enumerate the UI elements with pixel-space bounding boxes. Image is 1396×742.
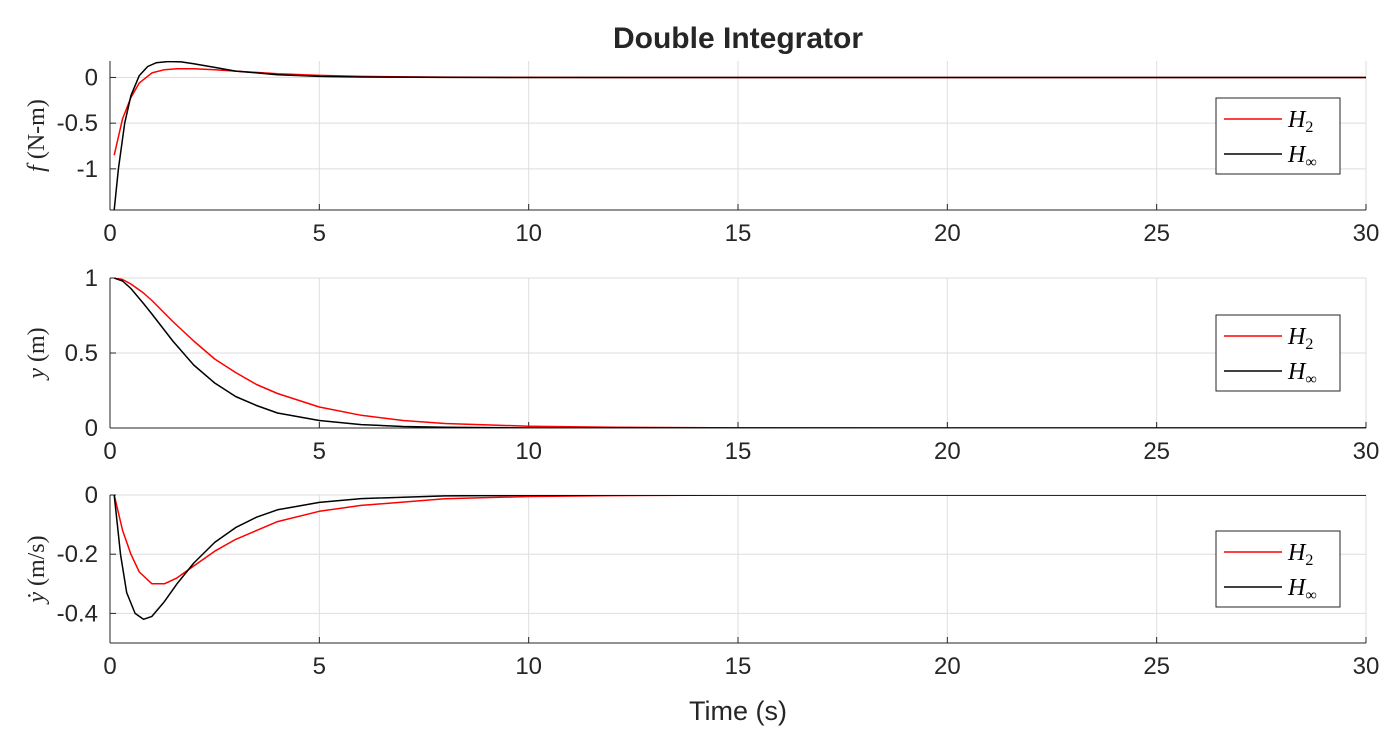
x-tick-label: 30 [1353,438,1380,465]
y-tick-label: 1 [85,265,98,292]
legend-label-subscript: 2 [1305,119,1313,136]
legend-label-base: H [1287,324,1307,350]
x-tick-label: 0 [103,438,116,465]
x-tick-label: 10 [515,438,542,465]
legend: H2H∞ [1215,97,1341,175]
y-tick-label: -1 [77,156,98,183]
x-tick-label: 15 [725,653,752,680]
series-line-hinf [113,278,1366,428]
x-tick-label: 5 [313,653,326,680]
x-tick-label: 20 [934,653,961,680]
legend-label-hinf: H∞ [1287,575,1317,604]
y-tick-label: 0 [85,64,98,91]
y-axis-label: ẏ (m/s) [24,535,50,604]
legend-label-subscript: 2 [1305,552,1313,569]
x-tick-label: 20 [934,438,961,465]
x-tick-label: 0 [103,220,116,247]
legend-label-base: H [1287,540,1307,566]
x-tick-label: 25 [1143,653,1170,680]
y-axis-label-symbol: y [24,368,50,381]
x-tick-label: 5 [313,438,326,465]
legend-label-base: H [1287,575,1307,601]
legend-label-hinf: H∞ [1287,142,1317,171]
legend-label-h2: H2 [1287,540,1313,569]
legend-label-hinf: H∞ [1287,359,1317,388]
legend-box [1215,314,1341,392]
y-tick-label: -0.4 [57,600,98,627]
x-tick-label: 25 [1143,438,1170,465]
y-axis-label-symbol: ẏ [24,592,50,605]
x-axis-label: Time (s) [689,696,787,726]
subplot-3: 0 5 10 15 20 25 300-0.2-0.4ẏ (m/s) H2H∞ [24,482,1379,680]
y-axis-label-unit: (N-m) [24,99,50,165]
y-axis-label-unit: (m) [24,327,50,368]
x-tick-label: 20 [934,220,961,247]
subplot-1: 0 5 10 15 20 25 300-0.5-1f (N-m) H2H∞ [24,61,1379,247]
x-tick-label: 5 [313,220,326,247]
y-axis-label-symbol: f [24,162,50,172]
legend-label-base: H [1287,107,1307,133]
x-tick-label: 0 [103,653,116,680]
legend: H2H∞ [1215,530,1341,608]
legend-box [1215,97,1341,175]
x-tick-label: 10 [515,653,542,680]
legend-label-base: H [1287,359,1307,385]
legend-label-subscript: ∞ [1305,587,1316,604]
legend-label-h2: H2 [1287,107,1313,136]
y-tick-label: 0.5 [65,340,98,367]
series-line-hinf [113,61,1366,210]
x-tick-label: 15 [725,220,752,247]
legend-label-base: H [1287,142,1307,168]
y-axis-label-unit: (m/s) [24,535,50,592]
y-tick-label: -0.2 [57,541,98,568]
series-line-h2 [114,278,1366,428]
y-axis-label: f (N-m) [24,99,50,172]
series-line-hinf [113,495,1366,621]
legend-label-subscript: ∞ [1305,371,1316,388]
legend-label-subscript: 2 [1305,336,1313,353]
legend-box [1215,530,1341,608]
x-tick-label: 10 [515,220,542,247]
x-tick-label: 25 [1143,220,1170,247]
y-tick-label: 0 [85,482,98,509]
legend-label-h2: H2 [1287,324,1313,353]
legend-label-subscript: ∞ [1305,154,1316,171]
y-tick-label: -0.5 [57,110,98,137]
x-tick-label: 30 [1353,220,1380,247]
y-tick-label: 0 [85,415,98,442]
y-axis-label: y (m) [24,327,50,380]
x-tick-label: 30 [1353,653,1380,680]
chart-title: Double Integrator [613,22,863,55]
x-tick-label: 15 [725,438,752,465]
legend: H2H∞ [1215,314,1341,392]
subplots: 0 5 10 15 20 25 300-0.5-1f (N-m) H2H∞0 5 10 15 20 25… [24,61,1379,680]
